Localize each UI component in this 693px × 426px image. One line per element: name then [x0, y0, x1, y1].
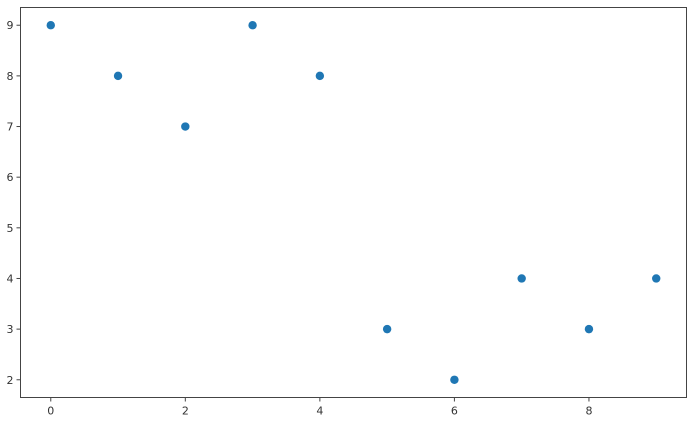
y-tick-label: 8: [7, 70, 14, 83]
data-point: [46, 21, 55, 30]
x-tick-label: 6: [451, 405, 458, 418]
x-tick-label: 4: [316, 405, 323, 418]
data-point: [315, 71, 325, 81]
x-tick-label: 0: [47, 405, 54, 418]
data-point: [450, 375, 459, 384]
data-point: [584, 324, 594, 334]
y-tick-label: 2: [7, 374, 14, 387]
x-tick-label: 2: [182, 405, 189, 418]
y-tick-label: 9: [7, 19, 14, 32]
y-tick-label: 6: [7, 171, 14, 184]
y-tick-label: 3: [7, 323, 14, 336]
data-point: [652, 274, 661, 283]
x-tick-label: 8: [585, 405, 592, 418]
data-point: [181, 122, 190, 131]
data-point: [517, 274, 526, 283]
y-tick-label: 5: [7, 222, 14, 235]
y-tick-label: 4: [7, 272, 14, 285]
data-point: [382, 324, 392, 334]
y-tick-label: 7: [7, 121, 14, 134]
data-point: [113, 71, 123, 81]
plot-frame: [20, 7, 687, 398]
data-point: [248, 21, 257, 30]
